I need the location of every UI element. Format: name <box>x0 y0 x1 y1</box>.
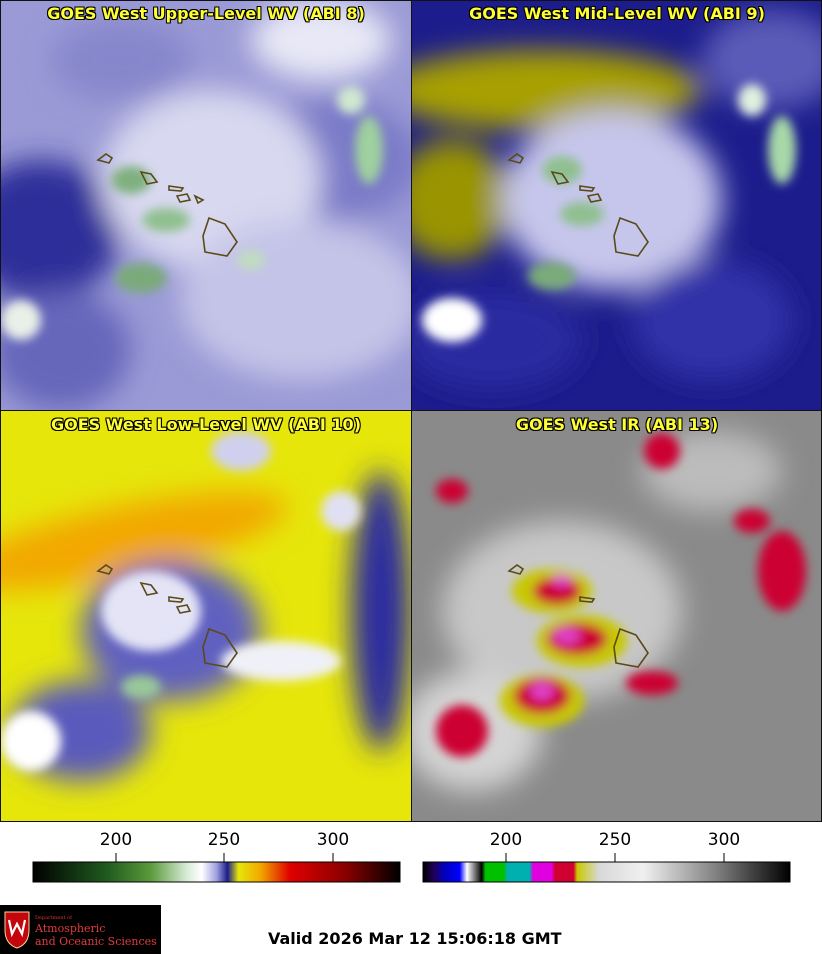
ir-tick-label: 300 <box>707 830 741 850</box>
coastline-outline <box>96 153 238 257</box>
wv-tick-label: 250 <box>207 830 241 850</box>
ir-colorbar-gradient <box>422 853 791 883</box>
ir-panel: GOES West IR (ABI 13) <box>412 411 822 821</box>
wv-tick-label: 300 <box>316 830 350 850</box>
mid-level-wv-title: GOES West Mid-Level WV (ABI 9) <box>469 4 765 23</box>
valid-time-label: Valid 2026 Mar 12 15:06:18 GMT <box>268 929 562 948</box>
low-level-wv-title: GOES West Low-Level WV (ABI 10) <box>50 415 361 434</box>
ir-tick-label: 200 <box>489 830 523 850</box>
logo-line2: Atmospheric <box>35 922 106 935</box>
wv-colorbar: 200 250 300 <box>0 830 411 890</box>
low-level-wv-image <box>1 411 411 821</box>
upper-level-wv-image <box>1 0 411 410</box>
panel-divider-horizontal <box>0 410 822 411</box>
low-level-wv-panel: GOES West Low-Level WV (ABI 10) <box>1 411 411 821</box>
panel-divider-vertical <box>411 0 412 822</box>
upper-level-wv-panel: GOES West Upper-Level WV (ABI 8) <box>1 0 411 410</box>
coastline-outline <box>507 564 649 668</box>
coastline-outline <box>507 153 649 257</box>
logo-line1: Department of <box>35 915 72 921</box>
wv-tick-label: 200 <box>99 830 133 850</box>
upper-level-wv-title: GOES West Upper-Level WV (ABI 8) <box>47 4 365 23</box>
ir-tick-label: 250 <box>598 830 632 850</box>
ir-title: GOES West IR (ABI 13) <box>515 415 719 434</box>
mid-level-wv-panel: GOES West Mid-Level WV (ABI 9) <box>412 0 822 410</box>
ir-image <box>412 411 822 821</box>
wv-colorbar-gradient <box>32 853 401 883</box>
logo-line3: and Oceanic Sciences <box>35 935 157 948</box>
ir-colorbar: 200 250 300 <box>411 830 822 890</box>
uw-crest-icon <box>4 911 30 949</box>
aos-logo: Department of Atmospheric and Oceanic Sc… <box>0 905 161 954</box>
coastline-outline <box>96 564 238 668</box>
mid-level-wv-image <box>412 0 822 410</box>
